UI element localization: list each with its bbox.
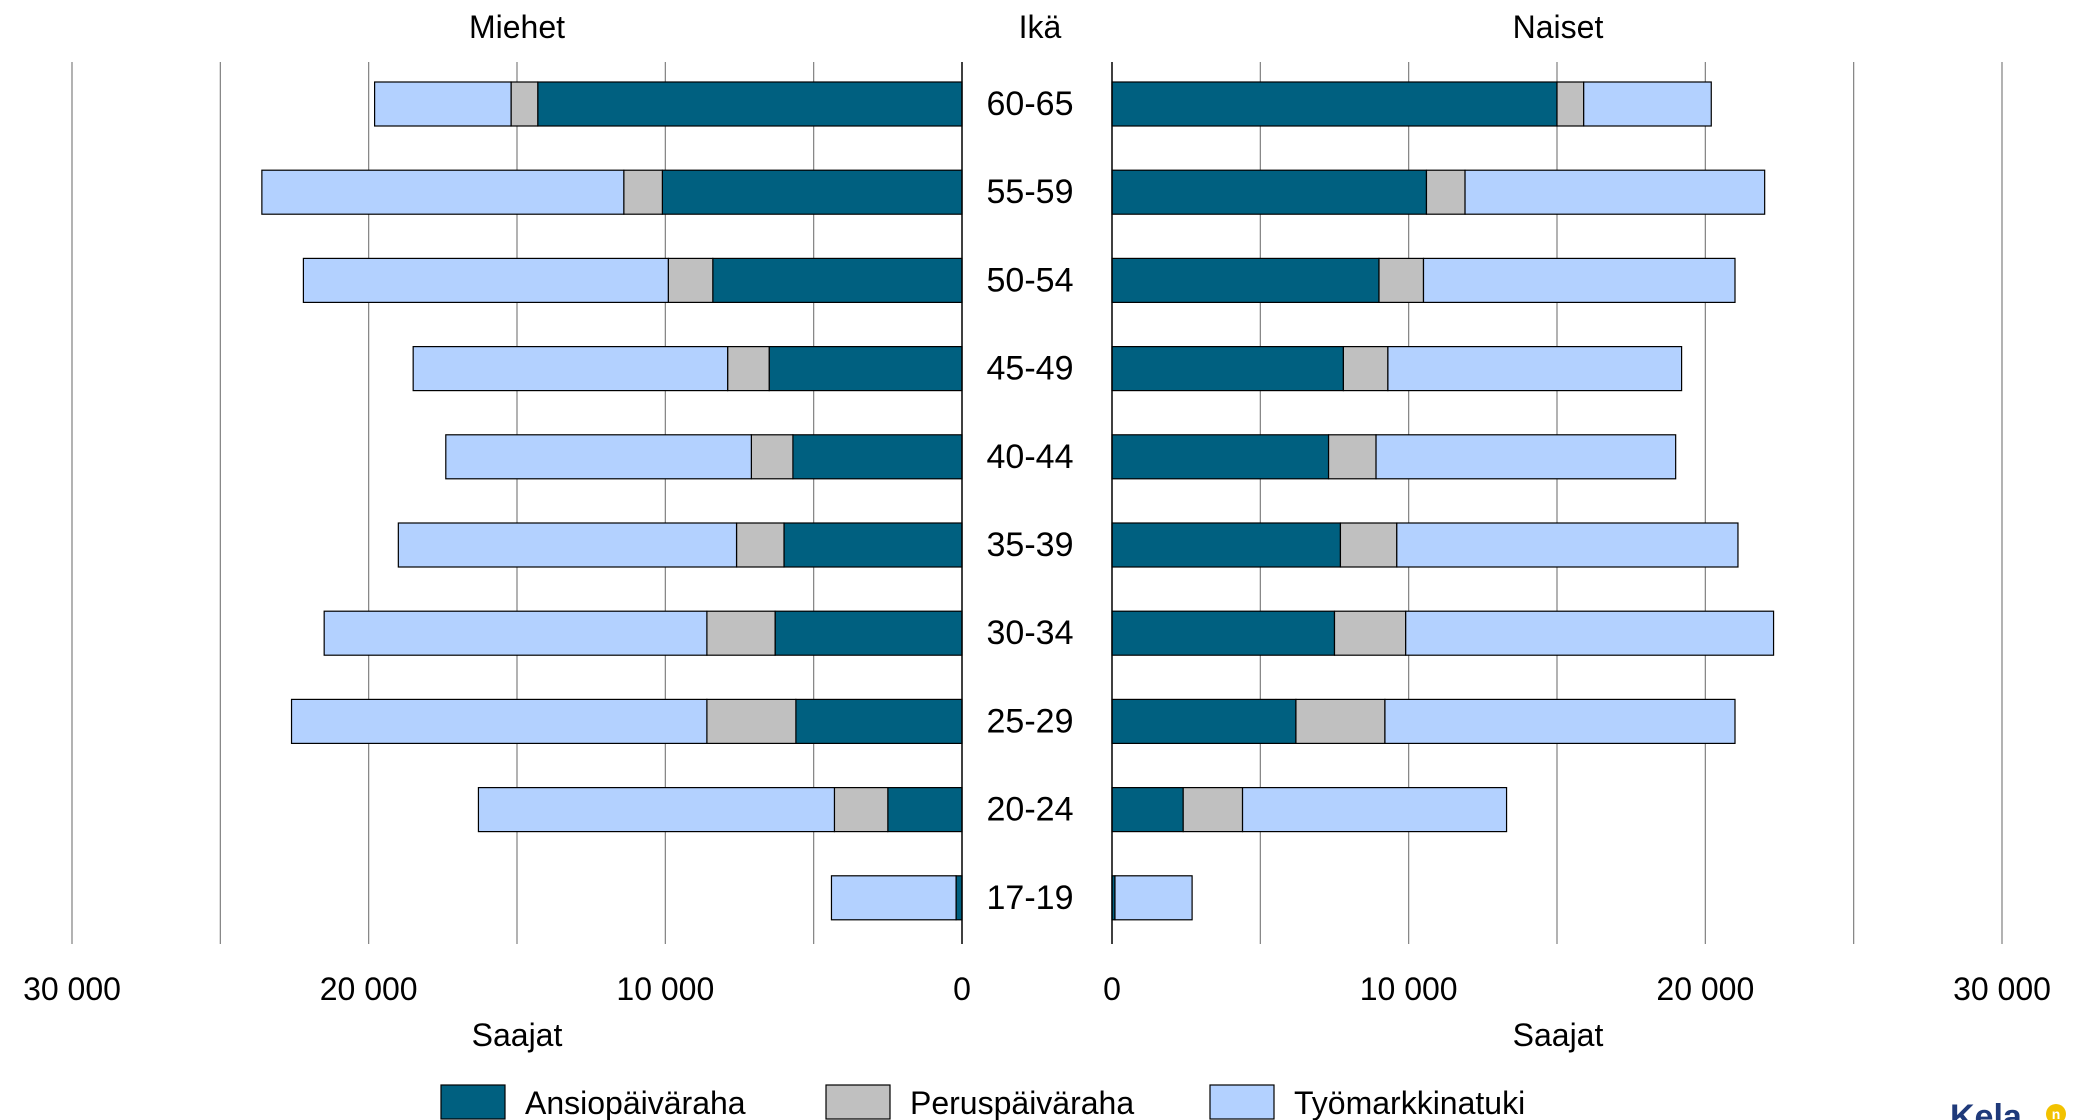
xlabel-women: Saajat [1513,1017,1604,1053]
kela-logo: Kela n [1950,1088,2070,1120]
x-tick-label-women: 10 000 [1360,971,1458,1007]
bar-men-segment [887,786,963,833]
title-women: Naiset [1513,9,1604,45]
bar-men-segment [727,346,770,392]
bar-men-segment [412,346,729,392]
bar-men-segment [735,522,785,568]
bar-men-segment [774,610,963,656]
age-labels: 60-65 55-59 50-54 45-49 40-44 35-39 30-34 25-29… [987,85,1074,917]
bar-women-segment [1425,169,1466,215]
bar-men-segment [833,786,889,833]
bar-women-segment [1111,610,1336,656]
bar-men-segment [750,434,794,480]
bar-men-segment [667,257,714,303]
x-tick-labels: 0 0 10 000 10 000 20 000 20 000 30 000 30 000 [23,971,2051,1007]
bar-men-segment [374,81,512,127]
bar-men-segment [397,522,738,568]
bar-men-segment [302,257,669,303]
x-tick-label-women: 0 [1103,971,1121,1007]
bar-women-segment [1111,434,1330,480]
bar-women-segment [1182,786,1244,833]
bar-women-segment [1111,169,1428,215]
axes [961,62,1113,944]
bar-men-segment [537,81,963,127]
bar-women-segment [1387,346,1683,392]
bar-women-segment [1111,698,1297,745]
bar-women-segment [1327,434,1377,480]
bar-men-segment [261,169,625,215]
age-label: 30-34 [987,614,1074,652]
logo-text: Kela [1950,1098,2022,1120]
bar-women-segment [1375,434,1677,480]
bars [261,81,1775,921]
bar-men-segment [712,257,963,303]
xlabel-men: Saajat [472,1017,563,1053]
bar-men-segment [290,698,708,745]
bar-men-segment [323,610,708,656]
bar-women-segment [1333,610,1407,656]
legend-label: Ansiopäiväraha [525,1085,746,1120]
age-label: 25-29 [987,702,1074,740]
age-label: 40-44 [987,438,1074,476]
bar-men-segment [706,698,797,745]
bar-women-segment [1396,522,1739,568]
bar-men-segment [792,434,963,480]
age-label: 45-49 [987,350,1074,388]
bar-women-segment [1111,257,1380,303]
bar-women-segment [1111,81,1558,127]
bar-women-segment [1556,81,1585,127]
bar-women-segment [1241,786,1508,833]
bar-men-segment [445,434,752,480]
bar-men-segment [783,522,963,568]
bar-men-segment [510,81,539,127]
x-tick-label-men: 0 [953,971,971,1007]
x-tick-label-men: 30 000 [23,971,121,1007]
legend-swatch [1209,1084,1275,1120]
logo-badge-icon: n [2046,1104,2066,1120]
age-label: 35-39 [987,526,1074,564]
bar-women-segment [1583,81,1712,127]
x-tick-label-men: 20 000 [320,971,418,1007]
bar-women-segment [1295,698,1386,745]
bar-women-segment [1405,610,1775,656]
title-age: Ikä [1019,9,1062,45]
bar-men-segment [955,875,963,921]
bar-women-segment [1111,786,1184,833]
bar-women-segment [1384,698,1736,745]
legend-swatch [825,1084,891,1120]
bar-men-segment [477,786,836,833]
x-tick-label-women: 30 000 [1953,971,2051,1007]
bar-women-segment [1342,346,1389,392]
x-tick-label-women: 20 000 [1656,971,1754,1007]
bar-women-segment [1114,875,1193,921]
bar-men-segment [623,169,663,215]
bar-men-segment [661,169,963,215]
legend-swatch [440,1084,506,1120]
age-label: 60-65 [987,85,1074,123]
bar-men-segment [795,698,963,745]
bar-men-segment [706,610,776,656]
age-label: 17-19 [987,879,1074,917]
bar-women-segment [1339,522,1398,568]
bar-women-segment [1111,522,1342,568]
bar-women-segment [1464,169,1766,215]
age-label: 20-24 [987,791,1074,829]
legend-label: Peruspäiväraha [910,1085,1134,1120]
bar-women-segment [1111,346,1344,392]
bar-women-segment [1422,257,1736,303]
age-label: 50-54 [987,261,1074,299]
bar-men-segment [768,346,963,392]
bar-women-segment [1378,257,1425,303]
bar-men-segment [830,875,957,921]
title-men: Miehet [469,9,565,45]
age-label: 55-59 [987,173,1074,211]
legend-label: Työmarkkinatuki [1294,1085,1525,1120]
x-tick-label-men: 10 000 [616,971,714,1007]
legend: Ansiopäiväraha Peruspäiväraha Työmarkkinat… [440,1084,1525,1120]
